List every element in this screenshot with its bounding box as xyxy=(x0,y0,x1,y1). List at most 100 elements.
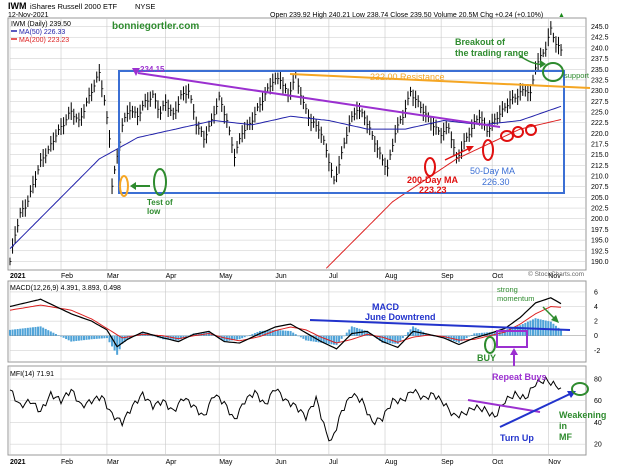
macd-label-2: June Downtrend xyxy=(365,312,436,322)
x-tick-label: Aug xyxy=(385,459,398,466)
price-y-tick: 242.5 xyxy=(591,35,609,42)
macd-histogram-bar xyxy=(93,335,96,340)
macd-histogram-bar xyxy=(49,331,52,336)
weak-label-3: MF xyxy=(559,432,572,442)
macd-histogram-bar xyxy=(348,329,351,336)
support-label: support xyxy=(564,71,590,80)
x-tick-label: Sep xyxy=(441,459,454,466)
macd-histogram-bar xyxy=(478,333,481,336)
macd-histogram-bar xyxy=(294,334,297,336)
macd-histogram-bar xyxy=(401,335,404,339)
price-y-tick: 200.0 xyxy=(591,216,609,223)
x-tick-label: Jul xyxy=(329,459,338,466)
macd-histogram-bar xyxy=(238,335,241,340)
macd-plot xyxy=(9,297,563,355)
ma50-label-2: 226.30 xyxy=(482,177,510,187)
mfi-divergence-line xyxy=(467,399,541,413)
ma200-test-circle-3 xyxy=(500,130,514,142)
price-y-tick: 192.5 xyxy=(591,248,609,255)
low-circle-orange xyxy=(119,175,129,197)
strong-arrowhead xyxy=(551,315,559,323)
macd-label-1: MACD xyxy=(372,302,399,312)
macd-histogram-bar xyxy=(65,335,68,340)
macd-histogram-bar xyxy=(378,335,381,341)
macd-histogram-bar xyxy=(297,335,300,337)
macd-panel-label: MACD(12,26,9) 4.391, 3.893, 0.498 xyxy=(10,285,121,292)
x-tick-label: Mar xyxy=(107,459,120,466)
macd-histogram-bar xyxy=(187,335,190,337)
peak-marker xyxy=(132,68,140,76)
macd-histogram-bar xyxy=(404,335,407,336)
macd-histogram-bar xyxy=(179,335,182,340)
macd-histogram-bar xyxy=(312,335,315,342)
macd-histogram-bar xyxy=(21,328,24,336)
price-y-tick: 245.0 xyxy=(591,24,609,31)
repeat-buys-label: Repeat Buys xyxy=(492,372,547,382)
macd-histogram-bar xyxy=(463,335,466,340)
ma200-test-circle-5 xyxy=(525,124,537,136)
macd-histogram-bar xyxy=(537,318,540,336)
macd-histogram-bar xyxy=(338,335,341,342)
repeat-buys-arrowhead xyxy=(510,348,518,355)
macd-histogram-bar xyxy=(366,331,369,336)
price-y-tick: 210.0 xyxy=(591,174,609,181)
price-y-tick: 220.0 xyxy=(591,131,609,138)
macd-histogram-bar xyxy=(302,335,305,339)
macd-histogram-bar xyxy=(363,330,366,336)
breakout-circle xyxy=(542,62,564,82)
macd-panel-frame xyxy=(7,280,587,363)
macd-histogram-bar xyxy=(57,335,60,336)
macd-histogram-bar xyxy=(384,335,387,343)
macd-y-tick: 6 xyxy=(594,289,598,296)
macd-y-tick: 0 xyxy=(594,333,598,340)
exchange-label: NYSE xyxy=(135,2,155,11)
breakout-label-1: Breakout of xyxy=(455,37,506,47)
macd-line xyxy=(9,297,562,350)
macd-histogram-bar xyxy=(554,325,557,336)
weakening-circle xyxy=(571,382,589,396)
macd-histogram-bar xyxy=(253,333,256,336)
macd-histogram-bar xyxy=(47,330,50,336)
up-arrow-icon: ▲ xyxy=(558,12,565,19)
macd-histogram-bar xyxy=(465,335,468,339)
macd-histogram-bar xyxy=(394,335,397,344)
macd-histogram-bar xyxy=(60,335,63,337)
x-tick-label: Oct xyxy=(492,459,503,466)
macd-histogram-bar xyxy=(457,335,460,343)
macd-histogram-bar xyxy=(75,335,78,341)
macd-histogram-bar xyxy=(26,327,29,336)
macd-histogram-bar xyxy=(29,327,32,336)
macd-histogram-bar xyxy=(386,335,389,344)
x-tick-label: Mar xyxy=(107,273,120,280)
macd-histogram-bar xyxy=(177,335,180,341)
macd-histogram-bar xyxy=(185,335,188,337)
macd-histogram-bar xyxy=(62,335,65,338)
macd-histogram-bar xyxy=(67,335,70,341)
macd-histogram-bar xyxy=(310,335,313,342)
macd-histogram-bar xyxy=(521,324,524,336)
macd-histogram-bar xyxy=(287,330,290,336)
macd-histogram-bar xyxy=(304,335,307,341)
macd-histogram-bar xyxy=(111,335,114,347)
macd-histogram-bar xyxy=(85,335,88,340)
fund-name: iShares Russell 2000 ETF xyxy=(30,2,118,11)
symbol-label: IWM xyxy=(8,1,27,11)
macd-histogram-bar xyxy=(503,329,506,336)
macd-histogram-bar xyxy=(246,335,249,337)
macd-histogram-bar xyxy=(100,335,103,339)
macd-histogram-bar xyxy=(9,329,11,336)
buy-label: BUY xyxy=(477,353,496,363)
macd-histogram-bar xyxy=(468,335,471,337)
price-y-tick: 207.5 xyxy=(591,184,609,191)
macd-histogram-bar xyxy=(460,335,463,342)
macd-histogram-bar xyxy=(340,335,343,339)
macd-histogram-bar xyxy=(345,332,348,336)
ma200-test-circle-4 xyxy=(512,126,524,138)
macd-histogram-bar xyxy=(281,330,284,336)
turn-up-arrow xyxy=(499,392,573,428)
macd-histogram-bar xyxy=(88,335,91,340)
macd-histogram-bar xyxy=(271,330,274,336)
ma200-label-2: 223.23 xyxy=(419,185,447,195)
macd-histogram-bar xyxy=(332,335,335,345)
